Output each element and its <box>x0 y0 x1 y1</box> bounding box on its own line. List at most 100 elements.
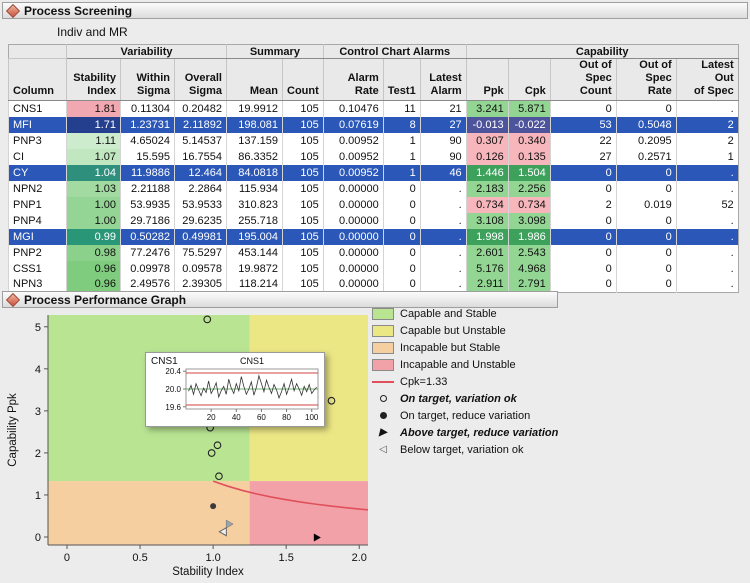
cell: 0 <box>382 260 421 277</box>
cell: 5.871 <box>507 100 551 117</box>
legend-item: ▶ Above target, reduce variation <box>372 424 558 441</box>
table-row-NPN3[interactable]: NPN3 0.96 2.49576 2.39305 118.214 105 0.00000 0… <box>8 276 739 293</box>
cell: 0.96 <box>66 260 121 277</box>
y-tick-label: 4 <box>35 364 41 376</box>
legend-label: On target, variation ok <box>400 392 517 405</box>
table-row-PNP4[interactable]: PNP4 1.00 29.7186 29.6235 255.718 105 0.00000 0… <box>8 212 739 229</box>
cell: 0 <box>549 164 617 181</box>
cell: 53.9935 <box>120 196 175 213</box>
table-row-CI[interactable]: CI 1.07 15.595 16.7554 86.3352 105 0.00952 1 90 0… <box>8 148 739 165</box>
legend-label: Capable but Unstable <box>400 324 506 337</box>
table-row-PNP2[interactable]: PNP2 0.98 77.2476 75.5297 453.144 105 0.00000 0… <box>8 244 739 261</box>
legend-item: ◁ Below target, variation ok <box>372 441 558 458</box>
cell: 115.934 <box>226 180 283 197</box>
cell: 27 <box>549 148 617 165</box>
table-row-CNS1[interactable]: CNS1 1.81 0.11304 0.20482 19.9912 105 0.10476 1… <box>8 100 739 117</box>
column-header[interactable]: Out of Spec Count <box>549 58 617 101</box>
column-header[interactable]: Cpk <box>507 58 551 101</box>
mini-x-tick-label: 80 <box>282 413 291 422</box>
table-row-CSS1[interactable]: CSS1 0.96 0.09978 0.09578 19.9872 105 0.00000 0… <box>8 260 739 277</box>
cell: . <box>675 164 739 181</box>
table-row-MFI[interactable]: MFI 1.71 1.23731 2.11892 198.081 105 0.07619 8 2… <box>8 116 739 133</box>
legend-label: Incapable and Unstable <box>400 358 516 371</box>
cell: 27 <box>419 116 467 133</box>
region-incapable-stable <box>48 481 250 545</box>
legend-item: Incapable but Stable <box>372 339 558 356</box>
column-header[interactable]: Mean <box>226 58 283 101</box>
column-header[interactable]: Count <box>282 58 324 101</box>
table-row-MGI[interactable]: MGI 0.99 0.50282 0.49981 195.004 105 0.00000 0.… <box>8 228 739 245</box>
cell: . <box>419 180 467 197</box>
column-header[interactable]: Test1 <box>382 58 421 101</box>
column-header[interactable]: Within Sigma <box>120 58 175 101</box>
point-CSS1[interactable] <box>203 315 212 324</box>
cell: 2 <box>675 132 739 149</box>
point-CY[interactable] <box>215 472 223 481</box>
cell: 29.7186 <box>120 212 175 229</box>
point-CI[interactable] <box>218 526 227 537</box>
section-header-performance-graph[interactable]: Process Performance Graph <box>2 291 558 308</box>
cell: 75.5297 <box>174 244 227 261</box>
cell: 0.734 <box>465 196 509 213</box>
column-header[interactable]: Stability Index <box>66 58 121 101</box>
cell: 0.98 <box>66 244 121 261</box>
column-header[interactable]: Column <box>8 58 67 101</box>
cell: 0.135 <box>507 148 551 165</box>
cell: 3.108 <box>465 212 509 229</box>
point-NPN2[interactable] <box>213 441 222 450</box>
cell: 0.2095 <box>615 132 677 149</box>
legend-label: Cpk=1.33 <box>400 375 448 388</box>
cell: 2.2864 <box>174 180 227 197</box>
cell: 0.09978 <box>120 260 175 277</box>
cell: . <box>675 276 739 293</box>
point-MGI[interactable] <box>207 449 216 457</box>
process-screening-table: Variability Summary Control Chart Alarms Ca… <box>8 44 739 293</box>
cell: 0.126 <box>465 148 509 165</box>
cell: 0.340 <box>507 132 551 149</box>
cell: 0.20482 <box>174 100 227 117</box>
cell: 0.99 <box>66 228 121 245</box>
cell: 19.9912 <box>226 100 283 117</box>
cell: 0.00952 <box>322 164 384 181</box>
cell: 0 <box>382 276 421 293</box>
cell: 105 <box>282 132 324 149</box>
column-header[interactable]: Alarm Rate <box>322 58 384 101</box>
legend-item: On target, reduce variation <box>372 407 558 424</box>
table-row-CY[interactable]: CY 1.04 11.9886 12.464 84.0818 105 0.00952 1 46 1… <box>8 164 739 181</box>
cell: 1.11 <box>66 132 121 149</box>
cell: 77.2476 <box>120 244 175 261</box>
point-PNP3[interactable] <box>225 519 234 529</box>
mini-chart-title: CNS1 <box>240 356 264 366</box>
cell: 1.504 <box>507 164 551 181</box>
cell: 5.14537 <box>174 132 227 149</box>
cell: . <box>419 196 467 213</box>
table-row-NPN2[interactable]: NPN2 1.03 2.21188 2.2864 115.934 105 0.00000 0.… <box>8 180 739 197</box>
graph-legend: Capable and Stable Capable but Unstable In… <box>372 305 558 458</box>
y-tick-label: 0 <box>35 532 41 544</box>
point-MFI[interactable] <box>313 533 321 542</box>
mini-control-chart: CNS1 20.4 20.0 19.6 20 40 60 80 100 <box>165 356 319 422</box>
table-row-PNP3[interactable]: PNP3 1.11 4.65024 5.14537 137.159 105 0.00952 1… <box>8 132 739 149</box>
column-header[interactable]: Latest Alarm <box>419 58 467 101</box>
point-PNP1[interactable] <box>210 503 217 510</box>
row-label: NPN3 <box>8 276 67 293</box>
cell: 0.00952 <box>322 148 384 165</box>
cell: 2.911 <box>465 276 509 293</box>
section-header-process-screening[interactable]: Process Screening <box>2 2 748 19</box>
column-header[interactable]: Out of Spec Rate <box>615 58 677 101</box>
column-header[interactable]: Latest Out of Spec <box>675 58 739 101</box>
cell: 11 <box>382 100 421 117</box>
cell: 0.00000 <box>322 244 384 261</box>
column-header[interactable]: Ppk <box>465 58 509 101</box>
table-row-PNP1[interactable]: PNP1 1.00 53.9935 53.9533 310.823 105 0.00000 0… <box>8 196 739 213</box>
point-CNS1[interactable] <box>327 396 336 405</box>
cell: 0.00000 <box>322 228 384 245</box>
cell: 0.734 <box>507 196 551 213</box>
disclosure-icon[interactable] <box>5 3 21 18</box>
cell: 0.307 <box>465 132 509 149</box>
column-header[interactable]: Overall Sigma <box>174 58 227 101</box>
cell: 105 <box>282 276 324 293</box>
cell: 29.6235 <box>174 212 227 229</box>
x-axis-label: Stability Index <box>172 566 244 578</box>
column-group-spacer <box>8 44 67 59</box>
